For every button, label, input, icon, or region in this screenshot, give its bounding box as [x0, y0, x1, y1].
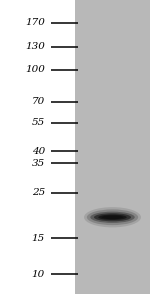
- Ellipse shape: [84, 207, 141, 227]
- Bar: [75, 0, 150, 294]
- Ellipse shape: [94, 213, 131, 221]
- Text: 55: 55: [32, 118, 45, 128]
- Ellipse shape: [98, 215, 127, 220]
- Ellipse shape: [90, 212, 135, 223]
- Text: 25: 25: [32, 188, 45, 198]
- Text: 170: 170: [25, 18, 45, 27]
- Text: 100: 100: [25, 66, 45, 74]
- Text: 15: 15: [32, 234, 45, 243]
- Text: 130: 130: [25, 42, 45, 51]
- Text: 35: 35: [32, 158, 45, 168]
- Text: 70: 70: [32, 97, 45, 106]
- Ellipse shape: [105, 216, 120, 218]
- Text: 10: 10: [32, 270, 45, 279]
- Ellipse shape: [102, 216, 123, 219]
- Ellipse shape: [87, 209, 138, 225]
- Text: 40: 40: [32, 147, 45, 156]
